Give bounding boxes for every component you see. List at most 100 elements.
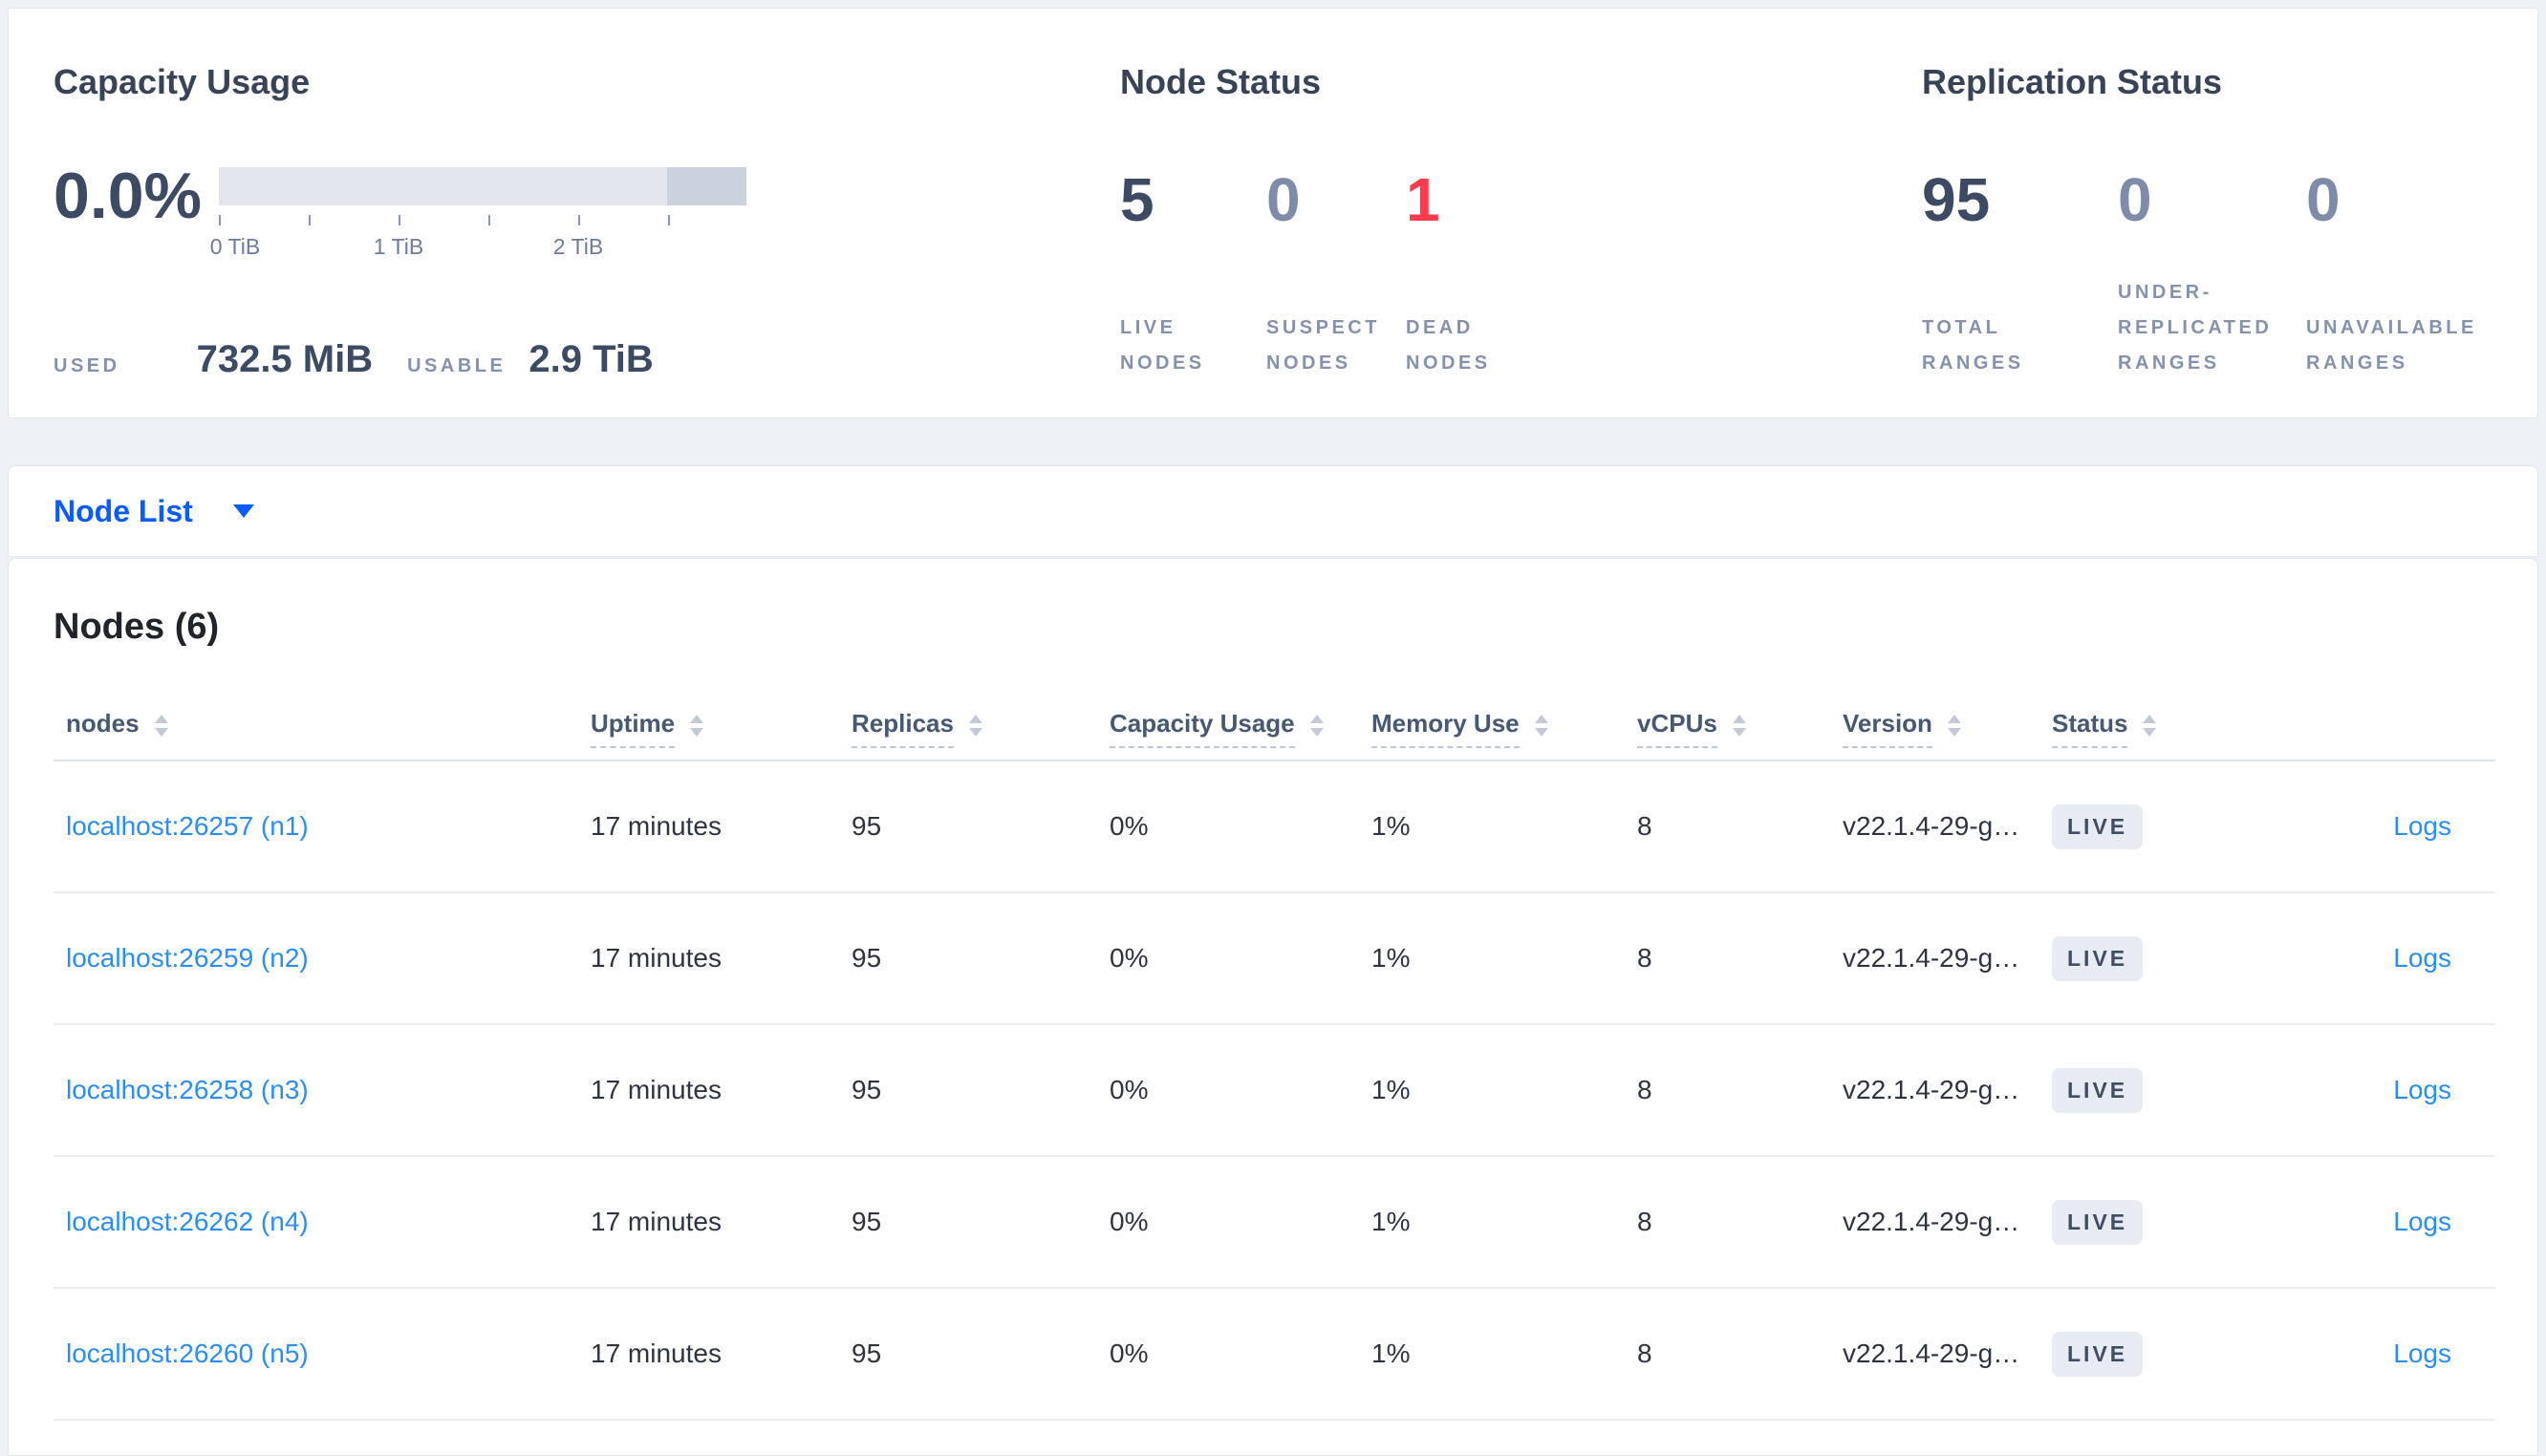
memory-cell: 1% — [1371, 1338, 1411, 1368]
vcpus-cell: 8 — [1637, 1338, 1652, 1368]
sort-icon — [968, 715, 982, 737]
col-header-capacity-usage[interactable]: Capacity Usage — [1110, 709, 1371, 748]
capacity-cell: 0% — [1110, 811, 1149, 841]
status-badge: LIVE — [2052, 1199, 2144, 1245]
capacity-cell: 0% — [1110, 1338, 1149, 1368]
unavailable-ranges-stat: 0 UNAVAILABLE RANGES — [2306, 169, 2473, 381]
chevron-down-icon — [232, 504, 254, 518]
axis-tick — [399, 215, 400, 225]
vcpus-cell: 8 — [1637, 811, 1652, 841]
node-link[interactable]: localhost:26260 (n5) — [66, 1338, 309, 1368]
memory-cell: 1% — [1371, 811, 1411, 841]
live-nodes-label: LIVE NODES — [1120, 317, 1205, 374]
vcpus-cell: 8 — [1637, 1207, 1652, 1236]
logs-link[interactable]: Logs — [2393, 1075, 2451, 1104]
under-replicated-label: UNDER-REPLICATED RANGES — [2118, 282, 2273, 374]
live-nodes-stat: 5 LIVE NODES — [1120, 165, 1201, 381]
axis-tick — [578, 215, 580, 225]
version-cell: v22.1.4-29-g… — [1843, 1075, 2020, 1104]
status-cell: LIVE — [2052, 1331, 2296, 1377]
capacity-cell: 0% — [1110, 1207, 1149, 1236]
version-cell: v22.1.4-29-g… — [1843, 811, 2020, 841]
axis-tick — [309, 215, 311, 225]
replicas-cell: 95 — [852, 811, 882, 841]
sort-icon — [1947, 715, 1961, 737]
node-status-section: Node Status 5 LIVE NODES 0 SUSPECT NODES… — [1120, 9, 1789, 419]
replication-status-title: Replication Status — [1922, 62, 2223, 101]
logs-link[interactable]: Logs — [2393, 1338, 2451, 1368]
sort-icon — [2143, 715, 2157, 737]
logs-cell: Logs — [2296, 943, 2495, 974]
nodes-table: nodes Uptime Replicas Capacity Usage Mem… — [54, 682, 2495, 1421]
suspect-nodes-label: SUSPECT NODES — [1266, 317, 1380, 374]
logs-cell: Logs — [2296, 1338, 2495, 1369]
dead-nodes-stat: 1 DEAD NODES — [1406, 169, 1487, 381]
replication-status-section: Replication Status 95 TOTAL RANGES 0 UND… — [1922, 9, 2534, 419]
node-list-dropdown[interactable]: Node List — [54, 466, 254, 556]
dead-nodes-label: DEAD NODES — [1406, 317, 1491, 374]
status-badge: LIVE — [2052, 1067, 2144, 1113]
capacity-percent-value: 0.0% — [54, 160, 202, 232]
capacity-usage-bar: 0 TiB 1 TiB 2 TiB — [210, 167, 746, 259]
node-list-bar: Node List — [8, 465, 2538, 557]
status-badge: LIVE — [2052, 1331, 2144, 1377]
live-nodes-value: 5 — [1120, 165, 1154, 234]
uptime-cell: 17 minutes — [591, 1338, 722, 1368]
replicas-cell: 95 — [852, 1338, 882, 1368]
usable-label: USABLE — [407, 355, 507, 376]
vcpus-cell: 8 — [1637, 943, 1652, 973]
logs-cell: Logs — [2296, 1207, 2495, 1237]
sort-icon — [154, 715, 168, 737]
version-cell: v22.1.4-29-g… — [1843, 1338, 2020, 1368]
status-badge: LIVE — [2052, 803, 2144, 849]
axis-tick-label: 1 TiB — [373, 234, 424, 259]
vcpus-cell: 8 — [1637, 1075, 1652, 1104]
memory-cell: 1% — [1371, 1207, 1411, 1236]
node-cell: localhost:26260 (n5) — [54, 1338, 591, 1369]
capacity-cell: 0% — [1110, 1075, 1149, 1104]
status-cell: LIVE — [2052, 935, 2296, 981]
sort-icon — [1309, 715, 1324, 737]
axis-tick — [219, 215, 221, 225]
axis-tick — [488, 215, 490, 225]
node-cell: localhost:26257 (n1) — [54, 811, 591, 842]
col-header-status[interactable]: Status — [2052, 709, 2296, 748]
replicas-cell: 95 — [852, 1075, 882, 1104]
capacity-usage-title: Capacity Usage — [54, 62, 311, 101]
node-cell: localhost:26259 (n2) — [54, 943, 591, 974]
status-cell: LIVE — [2052, 1067, 2296, 1113]
col-header-nodes[interactable]: nodes — [54, 709, 591, 748]
col-header-vcpus[interactable]: vCPUs — [1637, 709, 1843, 748]
axis-tick-label: 0 TiB — [209, 234, 261, 259]
node-link[interactable]: localhost:26259 (n2) — [66, 943, 309, 973]
capacity-cell: 0% — [1110, 943, 1149, 973]
version-cell: v22.1.4-29-g… — [1843, 943, 2020, 973]
sort-icon — [690, 715, 704, 737]
under-replicated-value: 0 — [2118, 165, 2152, 234]
cluster-summary-card: Capacity Usage 0.0% 0 TiB 1 TiB 2 TiB US… — [8, 8, 2538, 418]
col-header-uptime[interactable]: Uptime — [591, 709, 852, 748]
logs-link[interactable]: Logs — [2393, 943, 2451, 973]
col-header-version[interactable]: Version — [1843, 709, 2052, 748]
status-badge: LIVE — [2052, 935, 2144, 981]
node-link[interactable]: localhost:26257 (n1) — [66, 811, 309, 841]
capacity-bar-dark-segment — [667, 167, 746, 205]
logs-link[interactable]: Logs — [2393, 1207, 2451, 1236]
suspect-nodes-value: 0 — [1266, 165, 1301, 234]
col-header-replicas[interactable]: Replicas — [852, 709, 1110, 748]
replicas-cell: 95 — [852, 943, 882, 973]
uptime-cell: 17 minutes — [591, 1207, 722, 1236]
node-link[interactable]: localhost:26262 (n4) — [66, 1207, 309, 1236]
table-row: localhost:26260 (n5) 17 minutes 95 0% 1%… — [54, 1289, 2495, 1421]
node-cell: localhost:26258 (n3) — [54, 1075, 591, 1105]
node-status-title: Node Status — [1120, 62, 1322, 101]
node-link[interactable]: localhost:26258 (n3) — [66, 1075, 309, 1104]
uptime-cell: 17 minutes — [591, 943, 722, 973]
nodes-table-card: Nodes (6) nodes Uptime Replicas Capacity… — [8, 558, 2538, 1456]
suspect-nodes-stat: 0 SUSPECT NODES — [1266, 165, 1376, 381]
table-row: localhost:26259 (n2) 17 minutes 95 0% 1%… — [54, 893, 2495, 1025]
logs-cell: Logs — [2296, 1075, 2495, 1105]
col-header-memory-use[interactable]: Memory Use — [1371, 709, 1637, 748]
logs-link[interactable]: Logs — [2393, 811, 2451, 841]
usable-value: 2.9 TiB — [529, 338, 654, 380]
